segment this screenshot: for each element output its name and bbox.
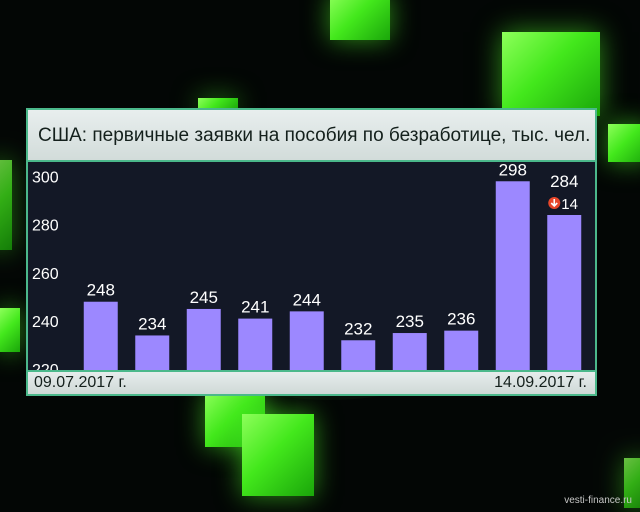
green-cube [330,0,390,40]
bar [392,333,427,374]
chart-title: США: первичные заявки на пособия по безр… [38,125,591,146]
y-tick-label: 220 [32,362,59,374]
bar-value-label: 236 [447,310,475,329]
green-cube [242,414,314,496]
bar-chart: 220 240 260 280 300 248 234 245 241 244 232 235 236 2… [32,162,582,374]
bar [186,308,221,374]
chart-panel: США: первичные заявки на пособия по безр… [26,108,597,396]
green-cube [624,458,640,508]
y-tick-label: 240 [32,314,59,331]
chart-title-bar: США: первичные заявки на пособия по безр… [28,110,595,162]
green-cube [0,308,20,352]
date-bar: 09.07.2017 г. 14.09.2017 г. [28,370,595,394]
change-label: 14 [561,196,578,213]
down-arrow-glyph [550,199,558,208]
green-cube [608,124,640,162]
bar-value-label: 248 [87,281,115,300]
end-date-label: 14.09.2017 г. [494,374,587,391]
bar [238,318,273,374]
y-tick-label: 260 [32,266,59,283]
bar-value-label: 298 [499,162,527,179]
watermark: vesti-finance.ru [564,495,632,506]
bar-value-label: 234 [138,314,166,333]
green-cube [198,98,238,110]
bar-value-label: 232 [344,319,372,338]
bar [495,181,530,374]
bar-value-label: 244 [293,290,321,309]
bar [135,335,170,374]
bar [547,215,582,374]
start-date-label: 09.07.2017 г. [34,374,127,391]
bar-value-label: 241 [241,298,269,317]
bar-value-label: 245 [190,288,218,307]
y-tick-label: 300 [32,169,59,186]
bar [83,301,118,374]
green-cube [502,32,600,116]
bar [341,340,376,374]
y-tick-label: 280 [32,218,59,235]
bar-value-label: 235 [396,312,424,331]
bar [444,330,479,374]
bar [289,311,324,374]
plot-area: 220 240 260 280 300 248 234 245 241 244 232 235 236 2… [28,162,595,374]
bar-value-label: 284 [550,172,578,191]
green-cube [0,160,12,250]
